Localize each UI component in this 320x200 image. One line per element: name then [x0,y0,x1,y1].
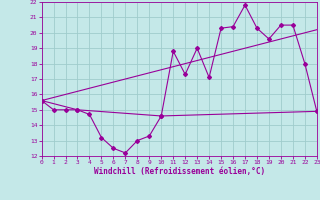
X-axis label: Windchill (Refroidissement éolien,°C): Windchill (Refroidissement éolien,°C) [94,167,265,176]
